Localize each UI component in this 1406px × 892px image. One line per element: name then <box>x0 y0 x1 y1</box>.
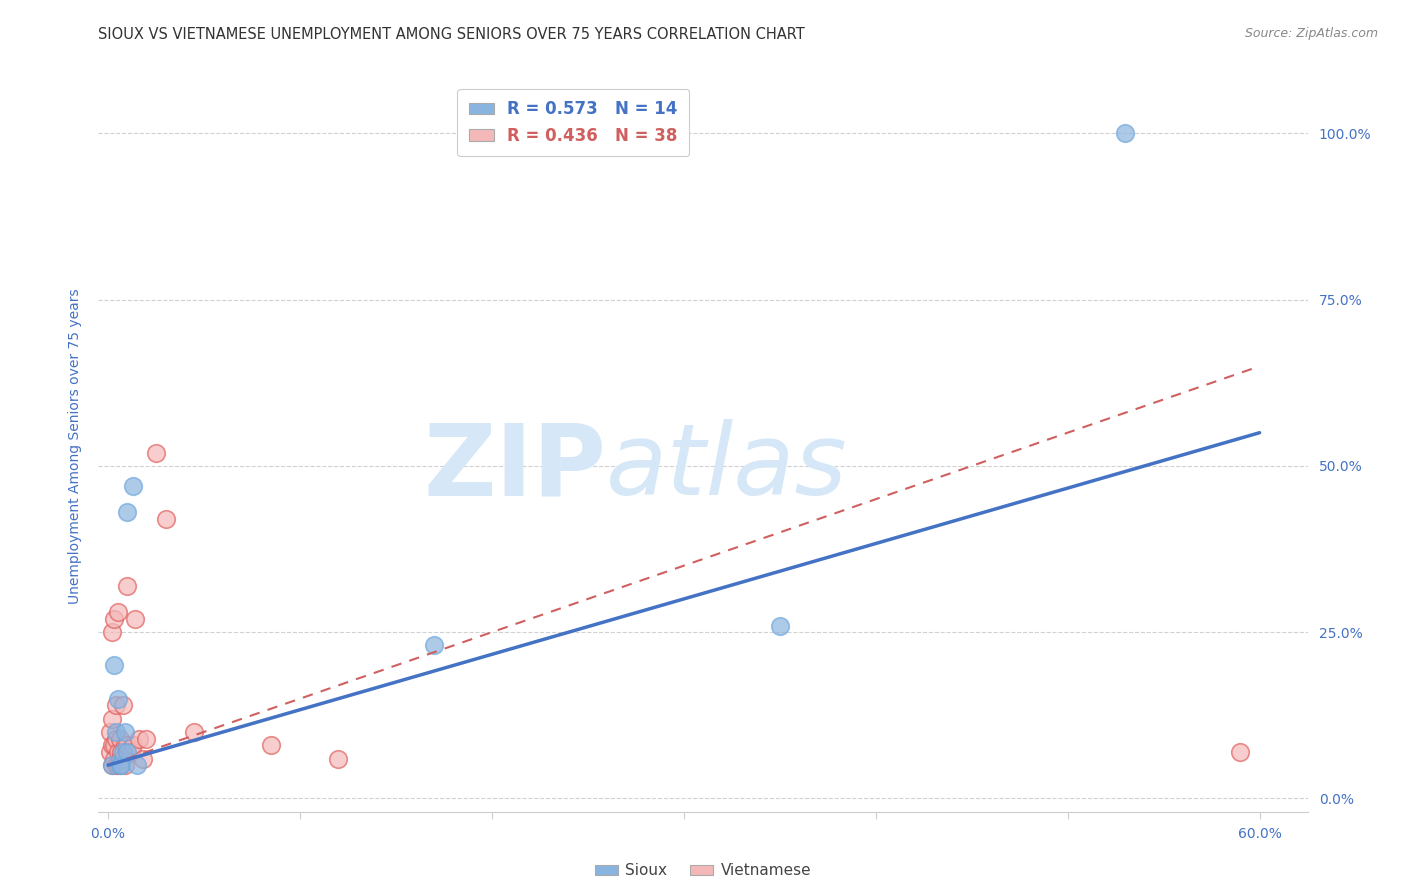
Point <box>155 512 177 526</box>
Point <box>145 445 167 459</box>
Point <box>183 725 205 739</box>
Point <box>108 751 131 765</box>
Point <box>103 658 125 673</box>
Point <box>107 758 129 772</box>
Point <box>103 751 125 765</box>
Point <box>101 738 124 752</box>
Point <box>108 758 131 772</box>
Text: ZIP: ZIP <box>423 419 606 516</box>
Point <box>103 612 125 626</box>
Point <box>104 758 127 772</box>
Point <box>104 698 127 713</box>
Point <box>110 758 132 772</box>
Point <box>114 725 136 739</box>
Point <box>115 745 138 759</box>
Legend: Sioux, Vietnamese: Sioux, Vietnamese <box>589 857 817 885</box>
Point <box>135 731 157 746</box>
Point <box>112 745 135 759</box>
Point <box>110 758 132 772</box>
Point <box>131 751 153 765</box>
Text: SIOUX VS VIETNAMESE UNEMPLOYMENT AMONG SENIORS OVER 75 YEARS CORRELATION CHART: SIOUX VS VIETNAMESE UNEMPLOYMENT AMONG S… <box>98 27 806 42</box>
Point <box>124 612 146 626</box>
Text: atlas: atlas <box>606 419 848 516</box>
Point <box>98 725 121 739</box>
Point <box>769 618 792 632</box>
Point <box>120 745 142 759</box>
Point <box>115 738 138 752</box>
Point <box>112 751 135 765</box>
Point <box>125 758 148 772</box>
Text: Source: ZipAtlas.com: Source: ZipAtlas.com <box>1244 27 1378 40</box>
Point <box>101 625 124 640</box>
Point <box>98 745 121 759</box>
Point <box>122 738 145 752</box>
Point <box>122 479 145 493</box>
Point <box>115 745 138 759</box>
Point <box>101 758 124 772</box>
Point <box>1229 745 1251 759</box>
Point <box>1114 127 1136 141</box>
Point <box>110 745 132 759</box>
Point <box>107 745 129 759</box>
Point <box>114 758 136 772</box>
Point <box>104 725 127 739</box>
Point <box>104 731 127 746</box>
Point <box>423 639 446 653</box>
Y-axis label: Unemployment Among Seniors over 75 years: Unemployment Among Seniors over 75 years <box>69 288 83 604</box>
Point <box>260 738 283 752</box>
Point <box>101 712 124 726</box>
Point <box>101 758 124 772</box>
Point <box>115 506 138 520</box>
Point <box>128 731 150 746</box>
Point <box>103 738 125 752</box>
Point <box>114 738 136 752</box>
Point <box>328 751 350 765</box>
Point <box>108 731 131 746</box>
Point <box>107 605 129 619</box>
Point <box>107 691 129 706</box>
Point <box>115 579 138 593</box>
Point <box>112 698 135 713</box>
